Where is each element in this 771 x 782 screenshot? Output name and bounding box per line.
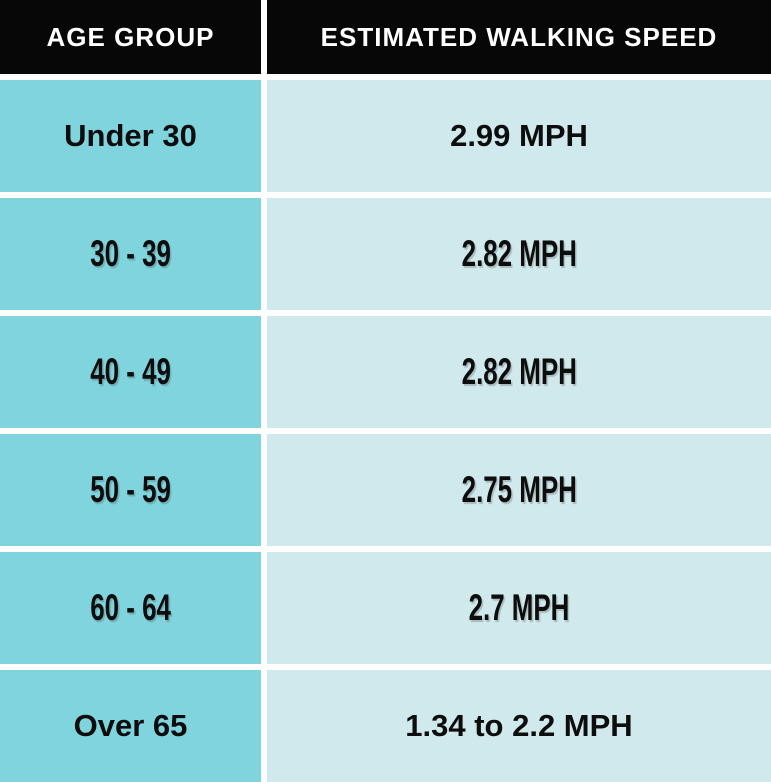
- age-group-value: 60 - 64: [90, 587, 171, 628]
- header-label-walking-speed: ESTIMATED WALKING SPEED: [320, 21, 718, 52]
- speed-value: 2.82 MPH: [461, 233, 577, 274]
- header-label-age-group: AGE GROUP: [46, 21, 215, 52]
- speed-cell-row-1: 2.99 MPH: [267, 80, 771, 192]
- speed-cell-row-5: 2.7 MPH: [267, 552, 771, 664]
- age-group-cell-row-4: 50 - 59: [0, 434, 261, 546]
- age-group-cell-row-2: 30 - 39: [0, 198, 261, 310]
- age-group-cell-row-5: 60 - 64: [0, 552, 261, 664]
- header-cell-age-group: AGE GROUP: [0, 0, 261, 74]
- speed-cell-row-3: 2.82 MPH: [267, 316, 771, 428]
- age-group-cell-row-6: Over 65: [0, 670, 261, 782]
- speed-value: 2.82 MPH: [461, 351, 577, 392]
- speed-cell-row-6: 1.34 to 2.2 MPH: [267, 670, 771, 782]
- header-cell-walking-speed: ESTIMATED WALKING SPEED: [267, 0, 771, 74]
- age-group-value: 30 - 39: [90, 233, 171, 274]
- speed-value: 2.99 MPH: [450, 118, 588, 153]
- speed-cell-row-2: 2.82 MPH: [267, 198, 771, 310]
- age-group-value: 50 - 59: [90, 469, 171, 510]
- speed-cell-row-4: 2.75 MPH: [267, 434, 771, 546]
- age-group-value: Over 65: [73, 708, 188, 743]
- age-group-value: 40 - 49: [90, 351, 171, 392]
- speed-value: 2.7 MPH: [468, 587, 570, 628]
- speed-value: 1.34 to 2.2 MPH: [405, 708, 633, 743]
- age-group-cell-row-1: Under 30: [0, 80, 261, 192]
- age-group-cell-row-3: 40 - 49: [0, 316, 261, 428]
- speed-value: 2.75 MPH: [461, 469, 577, 510]
- age-group-value: Under 30: [64, 118, 197, 153]
